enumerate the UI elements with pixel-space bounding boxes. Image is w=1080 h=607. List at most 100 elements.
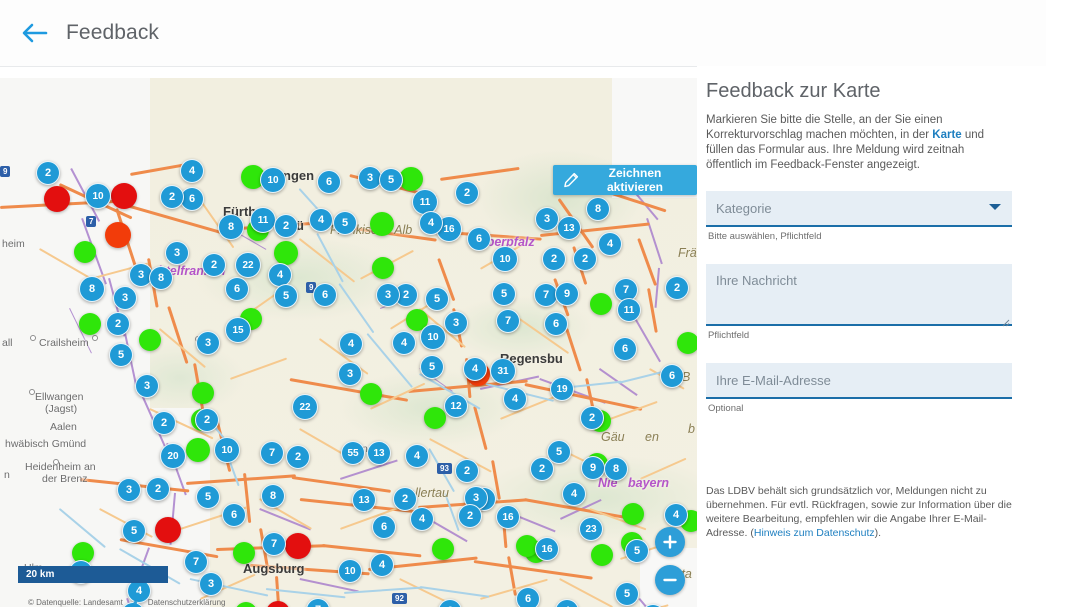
- map-cluster-marker[interactable]: 5: [420, 355, 444, 379]
- map-cluster-marker[interactable]: 2: [195, 408, 219, 432]
- map-cluster-marker[interactable]: 10: [420, 324, 446, 350]
- map-cluster-marker[interactable]: 6: [544, 312, 568, 336]
- map-cluster-marker[interactable]: 4: [410, 507, 434, 531]
- map-marker-point[interactable]: [139, 329, 161, 351]
- map-marker-point[interactable]: [79, 313, 101, 335]
- map-cluster-marker[interactable]: 5: [379, 168, 403, 192]
- map-marker-point[interactable]: [590, 293, 612, 315]
- map-cluster-marker[interactable]: 6: [222, 503, 246, 527]
- email-input[interactable]: Ihre E-Mail-Adresse: [706, 363, 1012, 399]
- map-cluster-marker[interactable]: 4: [309, 208, 333, 232]
- map-cluster-marker[interactable]: 5: [547, 440, 571, 464]
- map-cluster-marker[interactable]: 3: [376, 283, 400, 307]
- map-cluster-marker[interactable]: 4: [598, 232, 622, 256]
- map-cluster-marker[interactable]: 6: [660, 364, 684, 388]
- map-cluster-marker[interactable]: 7: [496, 309, 520, 333]
- map-cluster-marker[interactable]: 2: [580, 406, 604, 430]
- map-marker-point[interactable]: [406, 309, 428, 331]
- map-cluster-marker[interactable]: 5: [196, 485, 220, 509]
- map-cluster-marker[interactable]: 16: [496, 505, 520, 529]
- back-button[interactable]: [14, 12, 56, 54]
- map-cluster-marker[interactable]: 4: [419, 211, 443, 235]
- map-marker-point[interactable]: [622, 503, 644, 525]
- map-marker-point[interactable]: [591, 544, 613, 566]
- map-cluster-marker[interactable]: 5: [333, 211, 357, 235]
- map-link[interactable]: Karte: [932, 129, 962, 141]
- map-marker-point[interactable]: [432, 538, 454, 560]
- map-cluster-marker[interactable]: 2: [152, 411, 176, 435]
- map-marker-point[interactable]: [360, 383, 382, 405]
- map-cluster-marker[interactable]: 6: [225, 277, 249, 301]
- map-cluster-marker[interactable]: 2: [274, 214, 298, 238]
- map-cluster-marker[interactable]: 20: [160, 443, 186, 469]
- map-cluster-marker[interactable]: 4: [392, 331, 416, 355]
- map-cluster-marker[interactable]: 6: [372, 515, 396, 539]
- map-cluster-marker[interactable]: 5: [625, 539, 649, 563]
- map-cluster-marker[interactable]: 16: [535, 537, 559, 561]
- map-cluster-marker[interactable]: 6: [467, 227, 491, 251]
- map-cluster-marker[interactable]: 19: [550, 377, 574, 401]
- map-marker-point[interactable]: [105, 222, 131, 248]
- map-cluster-marker[interactable]: 23: [579, 517, 603, 541]
- map-marker-point[interactable]: [72, 542, 94, 564]
- map-cluster-marker[interactable]: 2: [455, 459, 479, 483]
- map-cluster-marker[interactable]: 3: [358, 166, 382, 190]
- map-canvas[interactable]: heim all Crailsheim Ellwangen (Jagst) Aalen hw…: [0, 78, 697, 607]
- map-cluster-marker[interactable]: 3: [199, 572, 223, 596]
- map-cluster-marker[interactable]: 5: [122, 519, 146, 543]
- map-cluster-marker[interactable]: 9: [581, 456, 605, 480]
- map-cluster-marker[interactable]: 3: [117, 478, 141, 502]
- message-textarea[interactable]: Ihre Nachricht: [706, 264, 1012, 327]
- map-cluster-marker[interactable]: 12: [444, 394, 468, 418]
- map-cluster-marker[interactable]: 13: [352, 488, 376, 512]
- map-marker-point[interactable]: [186, 438, 210, 462]
- map-cluster-marker[interactable]: 3: [113, 286, 137, 310]
- map-cluster-marker[interactable]: 10: [85, 183, 111, 209]
- map-cluster-marker[interactable]: 22: [292, 394, 318, 420]
- map-cluster-marker[interactable]: 2: [286, 445, 310, 469]
- map-cluster-marker[interactable]: 6: [180, 187, 204, 211]
- map-cluster-marker[interactable]: 3: [444, 311, 468, 335]
- map-cluster-marker[interactable]: 4: [503, 387, 527, 411]
- map-cluster-marker[interactable]: 2: [542, 247, 566, 271]
- map-cluster-marker[interactable]: 8: [218, 214, 244, 240]
- map-cluster-marker[interactable]: 8: [604, 457, 628, 481]
- map-cluster-marker[interactable]: 6: [317, 170, 341, 194]
- resize-handle[interactable]: [1002, 314, 1010, 327]
- map-cluster-marker[interactable]: 2: [146, 477, 170, 501]
- zoom-out-button[interactable]: [655, 565, 685, 595]
- map-cluster-marker[interactable]: 2: [455, 181, 479, 205]
- map-cluster-marker[interactable]: 4: [405, 444, 429, 468]
- map-cluster-marker[interactable]: 4: [180, 159, 204, 183]
- map-cluster-marker[interactable]: 7: [262, 532, 286, 556]
- map-cluster-marker[interactable]: 7: [184, 550, 208, 574]
- map-marker-point[interactable]: [74, 241, 96, 263]
- map-marker-point[interactable]: [44, 186, 70, 212]
- map-cluster-marker[interactable]: 11: [412, 189, 438, 215]
- map-cluster-marker[interactable]: 4: [664, 503, 688, 527]
- map-cluster-marker[interactable]: 11: [250, 207, 276, 233]
- map-cluster-marker[interactable]: 3: [165, 241, 189, 265]
- map-cluster-marker[interactable]: 15: [225, 317, 251, 343]
- map-marker-point[interactable]: [285, 533, 311, 559]
- map-cluster-marker[interactable]: 31: [490, 358, 516, 384]
- map-cluster-marker[interactable]: 10: [260, 167, 286, 193]
- map-cluster-marker[interactable]: 5: [425, 287, 449, 311]
- map-cluster-marker[interactable]: 8: [586, 197, 610, 221]
- map-marker-point[interactable]: [424, 407, 446, 429]
- map-cluster-marker[interactable]: 6: [516, 587, 540, 607]
- map-cluster-marker[interactable]: 11: [617, 298, 641, 322]
- map-cluster-marker[interactable]: 2: [665, 276, 689, 300]
- category-select[interactable]: Kategorie: [706, 191, 1012, 227]
- map-cluster-marker[interactable]: 3: [338, 362, 362, 386]
- map-marker-point[interactable]: [192, 382, 214, 404]
- map-cluster-marker[interactable]: 2: [393, 487, 417, 511]
- map-marker-point[interactable]: [111, 183, 137, 209]
- map-cluster-marker[interactable]: 2: [458, 504, 482, 528]
- map-cluster-marker[interactable]: 3: [535, 207, 559, 231]
- map-cluster-marker[interactable]: 2: [160, 185, 184, 209]
- map-cluster-marker[interactable]: 2: [530, 457, 554, 481]
- map-cluster-marker[interactable]: 4: [268, 263, 292, 287]
- map-cluster-marker[interactable]: 4: [339, 332, 363, 356]
- map-cluster-marker[interactable]: 8: [149, 266, 173, 290]
